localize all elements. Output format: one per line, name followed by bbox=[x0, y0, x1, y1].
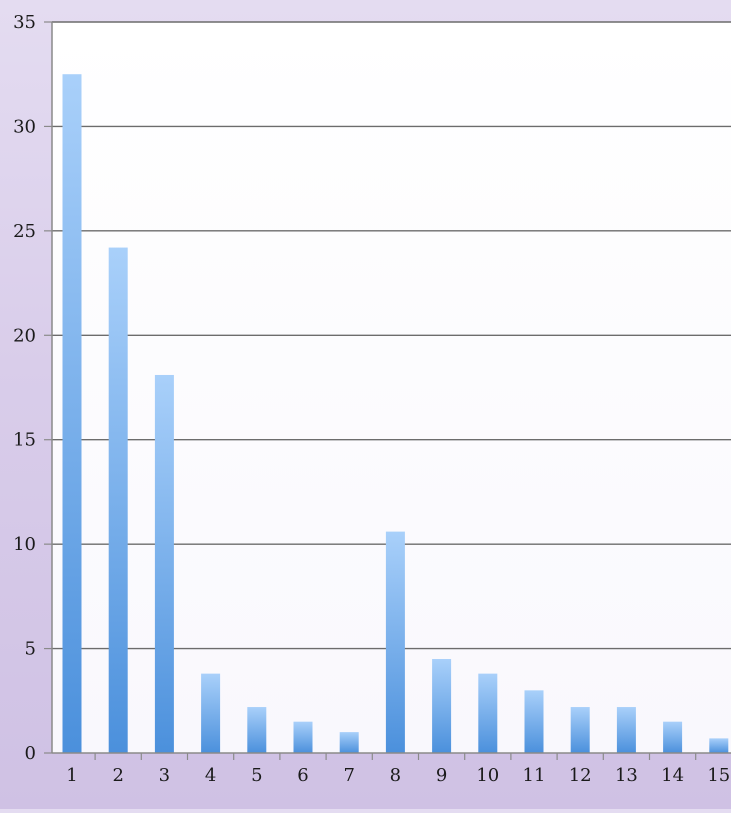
y-tick-label: 10 bbox=[13, 534, 36, 555]
bar bbox=[293, 721, 313, 753]
y-tick-label: 15 bbox=[13, 430, 36, 451]
bar bbox=[663, 721, 683, 753]
bar bbox=[524, 690, 544, 753]
x-tick-label: 15 bbox=[707, 765, 730, 786]
y-tick-label: 25 bbox=[13, 221, 36, 242]
y-tick-label: 35 bbox=[13, 12, 36, 33]
x-tick-label: 3 bbox=[159, 765, 170, 786]
y-tick-label: 30 bbox=[13, 116, 36, 137]
y-tick-label: 5 bbox=[25, 639, 36, 660]
x-tick-label: 11 bbox=[523, 765, 546, 786]
y-tick-label: 20 bbox=[13, 325, 36, 346]
x-tick-labels: 1 2 3 4 5 6 7 8 9 10 11 12 13 14 15 bbox=[66, 765, 730, 786]
x-tick-label: 14 bbox=[661, 765, 684, 786]
bar bbox=[432, 659, 452, 753]
x-tick-label: 4 bbox=[205, 765, 216, 786]
bar bbox=[616, 707, 636, 753]
bar bbox=[339, 732, 359, 753]
bar bbox=[154, 374, 174, 753]
bar bbox=[247, 707, 267, 753]
x-tick-label: 9 bbox=[436, 765, 447, 786]
bar bbox=[62, 74, 82, 753]
x-tick-label: 1 bbox=[66, 765, 77, 786]
y-tick-label: 0 bbox=[25, 743, 36, 764]
bar bbox=[201, 673, 221, 753]
x-tick-label: 13 bbox=[615, 765, 638, 786]
bar bbox=[108, 247, 128, 753]
x-tick-label: 6 bbox=[297, 765, 308, 786]
x-tick-label: 2 bbox=[112, 765, 123, 786]
bar bbox=[385, 531, 405, 753]
x-tick-label: 7 bbox=[343, 765, 354, 786]
y-tick-labels: 0 5 10 15 20 25 30 35 bbox=[13, 12, 36, 764]
x-tick-label: 5 bbox=[251, 765, 262, 786]
bar bbox=[709, 738, 729, 753]
bars bbox=[62, 74, 729, 753]
x-tick-label: 12 bbox=[569, 765, 592, 786]
bar bbox=[570, 707, 590, 753]
x-tick-label: 10 bbox=[476, 765, 499, 786]
bar bbox=[478, 673, 498, 753]
axes bbox=[51, 22, 731, 754]
x-tick-label: 8 bbox=[390, 765, 401, 786]
